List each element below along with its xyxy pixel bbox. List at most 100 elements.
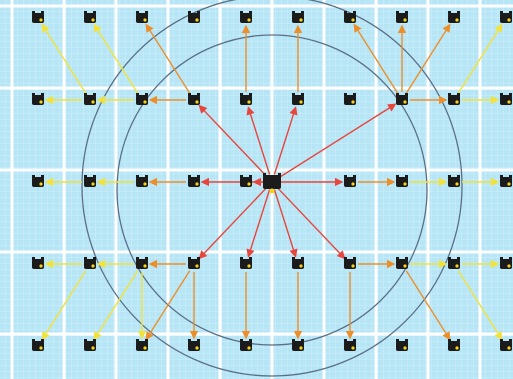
node-ear [353,339,356,342]
node-ear [344,11,347,14]
node-ear [136,339,139,342]
node-ear [32,175,35,178]
node-ear [84,11,87,14]
node-ear [509,175,512,178]
node-body [500,13,512,23]
node [188,175,200,187]
node-ear [41,11,44,14]
node-ear [457,175,460,178]
node-body [84,341,96,351]
node-ear [344,339,347,342]
node [500,339,512,351]
node-ear [509,339,512,342]
node-light [195,346,199,350]
node [136,11,148,23]
node-light [455,264,459,268]
node-ear [353,257,356,260]
node [448,93,460,105]
node-ear [145,11,148,14]
node-light [143,100,147,104]
node-body [136,341,148,351]
node-light [455,182,459,186]
node-light [247,18,251,22]
edge-arrow [41,23,87,94]
node-light [195,100,199,104]
node-light [507,182,511,186]
node-body [188,13,200,23]
node-body [344,259,356,269]
node-ear [457,11,460,14]
node-body [188,341,200,351]
outer-range-circle [81,0,463,377]
edge-arrow [198,187,267,260]
node-body [292,341,304,351]
node [396,93,408,105]
node-body [32,259,44,269]
node-light [299,264,303,268]
node-ear [457,257,460,260]
edge-arrow [273,106,298,175]
node-body [448,13,460,23]
node-light [91,264,95,268]
node-ear [353,11,356,14]
node [448,257,460,269]
node [32,257,44,269]
edge-arrow [353,23,399,94]
node-ear [240,339,243,342]
node-ear [93,93,96,96]
node [500,257,512,269]
edge-arrow [405,270,451,341]
node-ear [84,257,87,260]
node-ear [405,175,408,178]
node-ear [84,339,87,342]
node-ear [292,339,295,342]
node-body [500,95,512,105]
edge-arrow [246,106,271,175]
node-ear [353,175,356,178]
node-ear [500,11,503,14]
node-body [500,341,512,351]
node [32,339,44,351]
node-ear [93,11,96,14]
node-ear [249,175,252,178]
node-ear [509,11,512,14]
node-light [455,100,459,104]
node-ear [197,175,200,178]
node-ear [457,339,460,342]
node [292,339,304,351]
node-ear [136,11,139,14]
node-ear [240,11,243,14]
node-body [188,177,200,187]
node [292,93,304,105]
node [136,257,148,269]
node-body [448,177,460,187]
node [84,257,96,269]
node-ear [292,257,295,260]
node-ear [278,173,281,176]
node-ear [500,175,503,178]
node-body [396,95,408,105]
node-body [240,259,252,269]
node [344,257,356,269]
node [448,175,460,187]
node-light [247,264,251,268]
node-ear [405,339,408,342]
node-ear [509,93,512,96]
node-body [344,341,356,351]
node-ear [396,175,399,178]
node-ear [240,93,243,96]
node-ear [188,257,191,260]
node-ear [240,175,243,178]
node-ear [353,93,356,96]
node-ear [344,93,347,96]
node-body [263,175,281,189]
node-ear [84,93,87,96]
node-ear [145,257,148,260]
node [344,175,356,187]
node [396,257,408,269]
node-light [39,346,43,350]
node-ear [396,339,399,342]
node-ear [249,93,252,96]
